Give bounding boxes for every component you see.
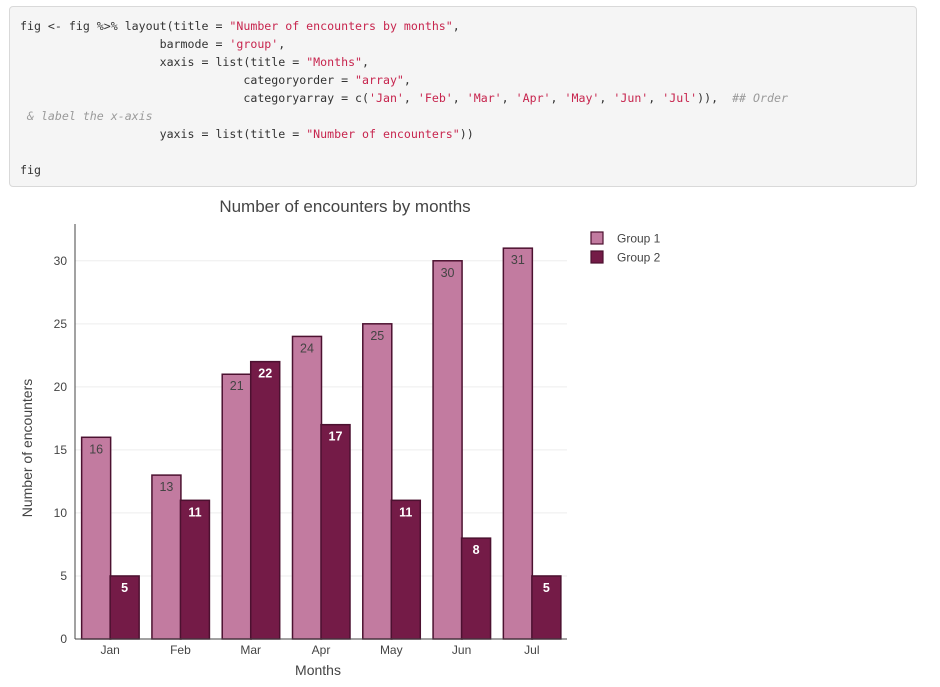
bar-value-label: 13 <box>159 480 173 494</box>
bar-value-label: 21 <box>230 379 244 393</box>
axes: 0 5 10 15 20 25 30 Jan Feb Mar Apr May Jun Jul <box>54 224 567 657</box>
bar-value-label: 16 <box>89 442 103 456</box>
code-string: 'Feb' <box>417 91 453 105</box>
code-line <box>20 143 916 161</box>
y-tick-label: 10 <box>54 506 68 520</box>
code-string: "Number of encounters" <box>306 127 460 141</box>
code-string: "Number of encounters by months" <box>229 19 453 33</box>
x-tick-label: Jun <box>452 643 471 657</box>
code-text: , <box>501 91 516 105</box>
bar-group-2 <box>460 537 492 640</box>
legend-label: Group 2 <box>617 251 661 265</box>
code-string: "Months" <box>306 55 363 69</box>
bar-group-1 <box>291 335 323 640</box>
y-tick-label: 15 <box>54 443 68 457</box>
code-text: , <box>403 73 411 87</box>
bar-value-label: 30 <box>441 266 455 280</box>
y-tick-label: 30 <box>54 254 68 268</box>
legend-swatch <box>590 250 604 264</box>
x-tick-label: Jan <box>100 643 119 657</box>
code-string: 'Mar' <box>466 91 502 105</box>
code-string: 'Jun' <box>613 91 649 105</box>
y-tick-label: 0 <box>60 632 67 646</box>
chart-title: Number of encounters by months <box>219 197 470 216</box>
bar-value-label: 31 <box>511 253 525 267</box>
code-text: , <box>362 55 370 69</box>
bar-group-1 <box>151 474 182 640</box>
code-string: 'May' <box>564 91 600 105</box>
bar-group-1 <box>80 436 112 640</box>
bar-value-label: 8 <box>473 543 480 557</box>
bar-group-2 <box>531 575 562 640</box>
code-string: 'Apr' <box>515 91 551 105</box>
code-comment: ## Order <box>732 91 788 105</box>
code-text: , <box>403 91 418 105</box>
code-text: categoryarray = c( <box>20 91 370 105</box>
legend-label: Group 1 <box>617 232 661 246</box>
code-text: , <box>452 91 467 105</box>
code-text: barmode = <box>20 37 230 51</box>
code-text: )) <box>459 127 474 141</box>
code-text: fig <box>20 163 41 177</box>
bar-value-label: 25 <box>370 329 384 343</box>
x-tick-label: Apr <box>312 643 331 657</box>
code-text: , <box>599 91 614 105</box>
code-string: 'Jan' <box>369 91 404 105</box>
code-text: , <box>648 91 663 105</box>
x-axis-title: Months <box>295 662 341 678</box>
bar-value-label: 22 <box>258 367 272 381</box>
bar-group-2 <box>179 499 211 640</box>
bar-value-label: 24 <box>300 341 314 355</box>
legend-swatch <box>590 231 604 245</box>
code-line: yaxis = list(title = "Number of encounte… <box>20 125 916 143</box>
bar-value-label: 11 <box>399 505 412 519</box>
bar-value-label: 5 <box>121 581 128 595</box>
code-string: 'group' <box>229 37 279 51</box>
x-tick-label: Jul <box>524 643 539 657</box>
data-labels: 16 5 13 11 21 22 24 17 25 11 30 8 31 5 <box>89 253 550 595</box>
bar-group-1 <box>362 323 393 640</box>
bar-value-label: 5 <box>543 581 550 595</box>
code-string: "array" <box>355 73 404 87</box>
code-text: categoryorder = <box>20 73 356 87</box>
code-line: fig <- fig %>% layout(title = "Number of… <box>20 17 916 35</box>
bar-group-2 <box>390 499 422 640</box>
bars <box>80 247 562 640</box>
code-line: & label the x-axis <box>20 107 916 125</box>
code-text: , <box>550 91 565 105</box>
x-tick-label: Mar <box>240 643 261 657</box>
y-tick-label: 5 <box>60 569 67 583</box>
bar-group-1 <box>432 260 463 640</box>
code-text: )), <box>697 91 733 105</box>
bar-group-1 <box>502 247 534 640</box>
code-text: xaxis = list(title = <box>20 55 307 69</box>
code-line: barmode = 'group', <box>20 35 916 53</box>
code-text: fig <- fig %>% layout(title = <box>20 19 230 33</box>
code-text: , <box>452 19 460 33</box>
code-text: , <box>278 37 286 51</box>
x-tick-label: May <box>380 643 403 657</box>
bar-group-2 <box>249 360 281 640</box>
bar-value-label: 17 <box>329 430 343 444</box>
bar-value-label: 11 <box>188 505 201 519</box>
code-comment: & label the x-axis <box>20 109 153 123</box>
x-tick-label: Feb <box>170 643 191 657</box>
code-line: categoryarray = c('Jan', 'Feb', 'Mar', '… <box>20 89 916 107</box>
code-block: fig <- fig %>% layout(title = "Number of… <box>9 6 917 187</box>
y-axis-title: Number of encounters <box>19 379 35 518</box>
code-string: 'Jul' <box>662 91 698 105</box>
bar-group-2 <box>320 423 351 640</box>
y-tick-label: 25 <box>54 317 68 331</box>
code-line: categoryorder = "array", <box>20 71 916 89</box>
legend: Group 1 Group 2 <box>590 231 661 265</box>
bar-group-1 <box>221 373 252 640</box>
code-line: xaxis = list(title = "Months", <box>20 53 916 71</box>
code-text: yaxis = list(title = <box>20 127 307 141</box>
y-tick-label: 20 <box>54 380 68 394</box>
bar-chart: Number of encounters by months 16 5 13 11 21… <box>19 197 661 678</box>
code-line: fig <box>20 161 916 179</box>
